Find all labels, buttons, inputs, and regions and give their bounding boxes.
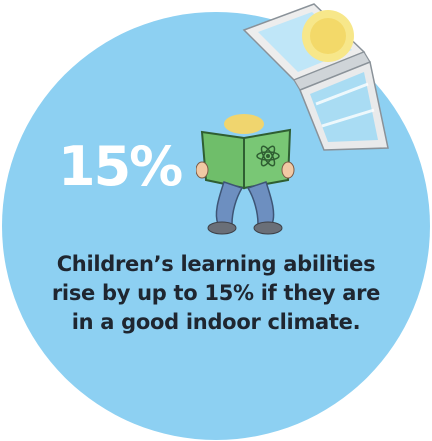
caption-line-1: Children’s learning abilities	[56, 252, 376, 276]
caption-text: Children’s learning abilities rise by up…	[50, 250, 382, 337]
caption-line-3: in a good indoor climate.	[71, 310, 361, 334]
atom-icon	[256, 145, 280, 167]
roof-window-icon	[242, 3, 389, 151]
caption-line-2: rise by up to 15% if they are	[51, 281, 381, 305]
stat-percentage: 15%	[58, 135, 183, 198]
child-reading-book-icon	[196, 114, 295, 235]
